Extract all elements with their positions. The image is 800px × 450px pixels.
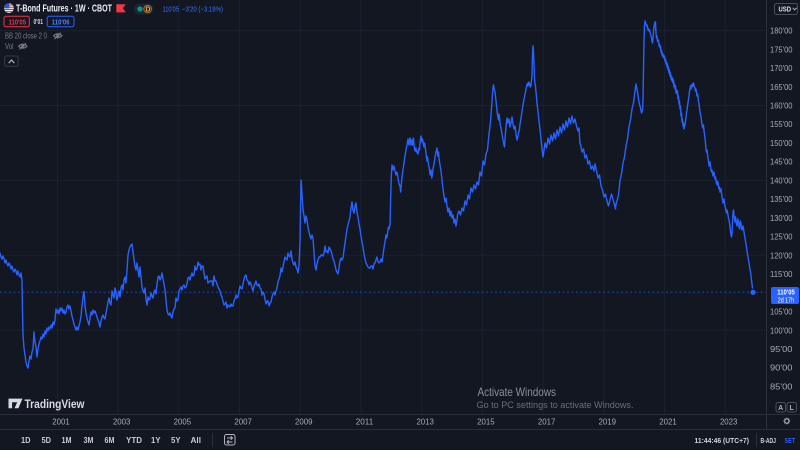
svg-text:Vol: Vol [5,42,14,51]
svg-text:90'00: 90'00 [770,363,793,373]
svg-text:95'00: 95'00 [770,344,793,354]
svg-text:2023: 2023 [720,416,738,426]
svg-text:2013: 2013 [416,416,434,426]
svg-text:0'01: 0'01 [34,19,44,26]
svg-text:A: A [778,405,783,412]
svg-text:2d 17h: 2d 17h [778,297,795,304]
svg-text:2019: 2019 [599,416,617,426]
svg-text:105'00: 105'00 [770,307,793,317]
svg-text:2017: 2017 [538,416,556,426]
svg-text:TradingView: TradingView [25,397,86,411]
svg-text:2015: 2015 [477,416,495,426]
svg-text:110'05: 110'05 [9,17,27,26]
svg-text:170'00: 170'00 [770,63,793,73]
svg-text:2005: 2005 [174,416,192,426]
svg-text:1Y: 1Y [151,436,161,445]
svg-text:−3'20 (−3.19%): −3'20 (−3.19%) [182,5,223,14]
svg-text:2011: 2011 [356,416,374,426]
svg-text:165'00: 165'00 [770,82,793,92]
svg-text:3M: 3M [84,436,94,445]
svg-text:140'00: 140'00 [770,175,793,185]
svg-text:2021: 2021 [659,416,677,426]
svg-text:180'00: 180'00 [770,26,793,36]
svg-text:L: L [790,405,795,412]
svg-text:115'00: 115'00 [770,269,793,279]
svg-text:D: D [145,7,150,14]
svg-text:USD: USD [779,5,792,14]
svg-text:BB 20 close 2 0: BB 20 close 2 0 [5,32,48,41]
svg-text:155'00: 155'00 [770,119,793,129]
svg-text:YTD: YTD [126,436,142,445]
svg-text:B-ADJ: B-ADJ [761,436,777,445]
svg-text:11:44:46 (UTC+7): 11:44:46 (UTC+7) [695,436,750,445]
svg-text:6M: 6M [105,436,115,445]
svg-text:175'00: 175'00 [770,44,793,54]
svg-text:110'05: 110'05 [777,288,795,297]
svg-text:1D: 1D [21,436,31,445]
svg-text:SET: SET [785,436,796,445]
svg-text:5D: 5D [42,436,52,445]
svg-text:2003: 2003 [113,416,131,426]
svg-text:110'06: 110'06 [52,17,70,26]
svg-text:110'05: 110'05 [163,5,180,14]
svg-text:2001: 2001 [52,416,70,426]
svg-text:150'00: 150'00 [770,138,793,148]
svg-text:2007: 2007 [234,416,252,426]
svg-text:125'00: 125'00 [770,232,793,242]
svg-text:All: All [191,436,202,445]
svg-text:1M: 1M [62,436,72,445]
svg-text:T-Bond Futures · 1W · CBOT: T-Bond Futures · 1W · CBOT [16,3,112,15]
svg-text:100'00: 100'00 [770,325,793,335]
svg-text:135'00: 135'00 [770,194,793,204]
svg-text:120'00: 120'00 [770,250,793,260]
svg-text:Go to PC settings to activate: Go to PC settings to activate Windows. [477,400,634,410]
svg-text:Activate Windows: Activate Windows [478,385,557,399]
svg-text:145'00: 145'00 [770,157,793,167]
svg-text:160'00: 160'00 [770,101,793,111]
svg-text:5Y: 5Y [171,436,181,445]
svg-text:85'00: 85'00 [770,382,793,392]
svg-text:2009: 2009 [295,416,313,426]
svg-text:130'00: 130'00 [770,213,793,223]
